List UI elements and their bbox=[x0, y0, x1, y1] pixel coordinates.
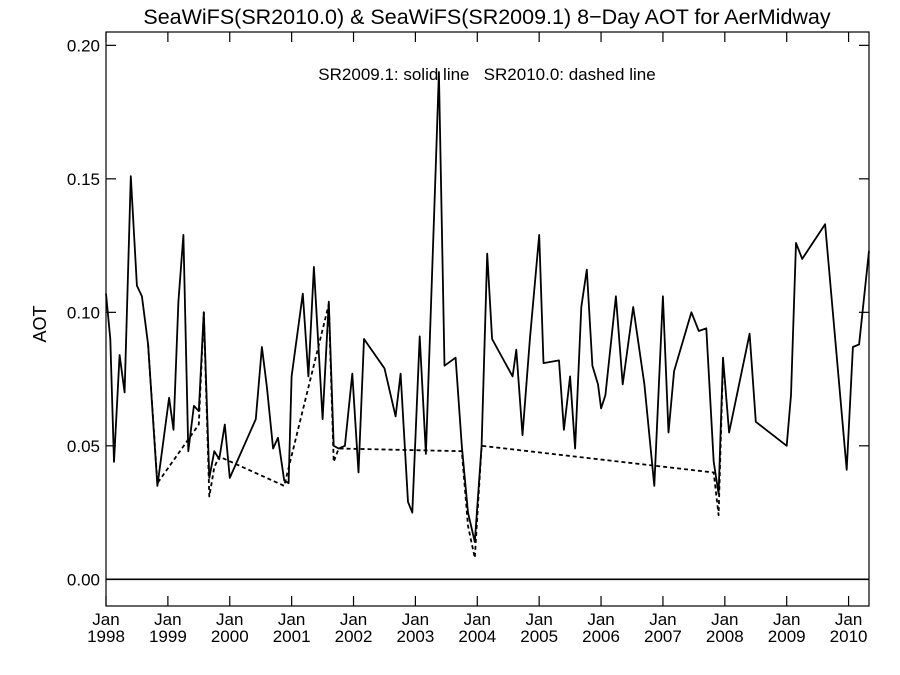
x-tick-year-label: 2010 bbox=[830, 627, 868, 646]
x-tick-year-label: 2002 bbox=[335, 627, 373, 646]
x-tick-year-label: 1998 bbox=[87, 627, 125, 646]
x-tick-month-label: Jan bbox=[92, 610, 119, 629]
x-tick-month-label: Jan bbox=[464, 610, 491, 629]
series-line-sr2009-1 bbox=[105, 71, 870, 543]
series-line-sr2010-0 bbox=[147, 303, 724, 559]
y-tick-label: 0.10 bbox=[67, 303, 100, 322]
plot-area: 0.000.050.100.150.20Jan1998Jan1999Jan200… bbox=[67, 31, 870, 646]
y-axis-label: AOT bbox=[30, 305, 50, 342]
y-tick-label: 0.05 bbox=[67, 437, 100, 456]
plot-frame bbox=[105, 31, 870, 607]
x-tick-month-label: Jan bbox=[649, 610, 676, 629]
x-tick-year-label: 2001 bbox=[273, 627, 311, 646]
x-tick-year-label: 2008 bbox=[706, 627, 744, 646]
x-tick-month-label: Jan bbox=[340, 610, 367, 629]
y-tick-label: 0.00 bbox=[67, 570, 100, 589]
x-tick-year-label: 1999 bbox=[149, 627, 187, 646]
y-tick-label: 0.15 bbox=[67, 170, 100, 189]
x-tick-month-label: Jan bbox=[154, 610, 181, 629]
y-tick-label: 0.20 bbox=[67, 36, 100, 55]
series-style-annotation: SR2009.1: solid line SR2010.0: dashed li… bbox=[318, 65, 655, 84]
chart-title: SeaWiFS(SR2010.0) & SeaWiFS(SR2009.1) 8−… bbox=[143, 5, 831, 29]
x-tick-month-label: Jan bbox=[525, 610, 552, 629]
x-tick-year-label: 2007 bbox=[644, 627, 682, 646]
x-tick-month-label: Jan bbox=[711, 610, 738, 629]
x-tick-month-label: Jan bbox=[587, 610, 614, 629]
x-tick-month-label: Jan bbox=[773, 610, 800, 629]
x-tick-month-label: Jan bbox=[216, 610, 243, 629]
x-tick-year-label: 2005 bbox=[520, 627, 558, 646]
x-tick-year-label: 2004 bbox=[458, 627, 496, 646]
x-tick-month-label: Jan bbox=[278, 610, 305, 629]
x-tick-month-label: Jan bbox=[402, 610, 429, 629]
x-tick-year-label: 2006 bbox=[582, 627, 620, 646]
x-tick-month-label: Jan bbox=[835, 610, 862, 629]
x-tick-year-label: 2009 bbox=[768, 627, 806, 646]
x-tick-year-label: 2003 bbox=[396, 627, 434, 646]
x-tick-year-label: 2000 bbox=[211, 627, 249, 646]
